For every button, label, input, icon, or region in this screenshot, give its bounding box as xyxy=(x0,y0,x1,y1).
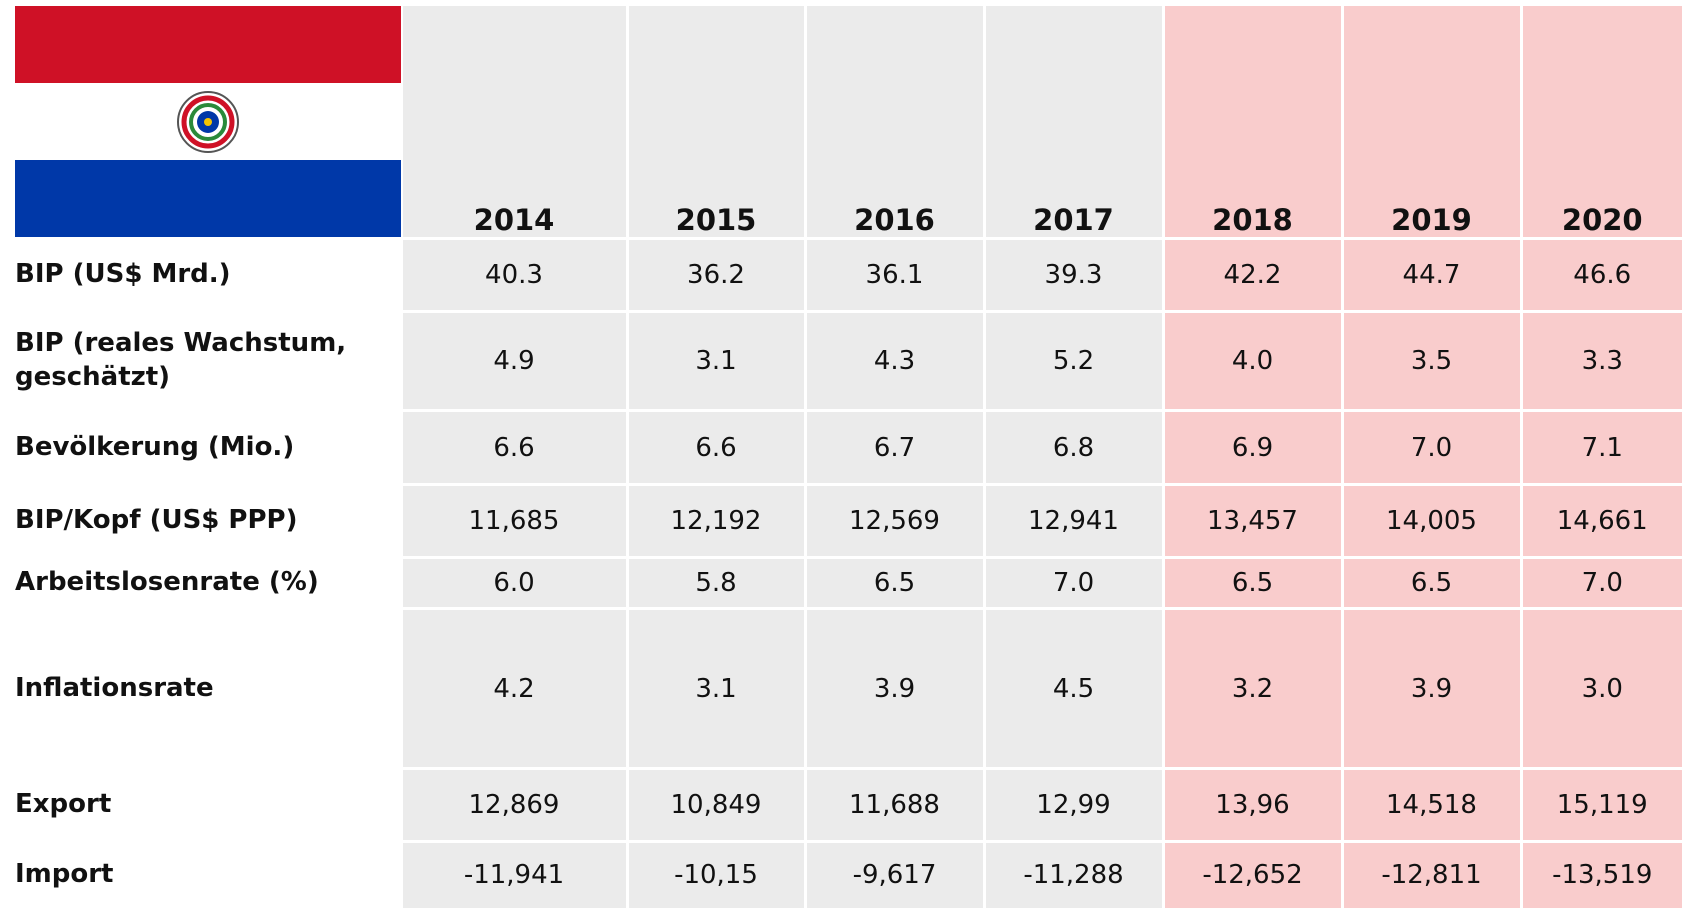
row-label: BIP/Kopf (US$ PPP) xyxy=(15,483,401,558)
cell-value: 3.1 xyxy=(625,607,805,769)
row-label: Inflationsrate xyxy=(15,607,401,769)
cell-value: 4.2 xyxy=(399,607,627,769)
table-row: Arbeitslosenrate (%) 6.0 5.8 6.5 7.0 6.5 6.5 7.… xyxy=(15,556,1682,609)
flag-blue xyxy=(15,160,401,237)
cell-value: -12,811 xyxy=(1340,840,1521,908)
cell-value: -10,15 xyxy=(625,840,805,908)
table-row: BIP/Kopf (US$ PPP) 11,685 12,192 12,569 12,9… xyxy=(15,483,1682,558)
cell-value: 13,96 xyxy=(1161,767,1342,842)
emblem-wreath xyxy=(189,103,227,141)
cell-value: 6.6 xyxy=(399,409,627,485)
cell-value: 39.3 xyxy=(982,237,1163,312)
table-row: Export 12,869 10,849 11,688 12,99 13,96 14,518… xyxy=(15,767,1682,842)
cell-value: 7.1 xyxy=(1519,409,1682,485)
emblem-ring xyxy=(181,95,235,149)
table-row: BIP (US$ Mrd.) 40.3 36.2 36.1 39.3 42.2 44.7 46… xyxy=(15,237,1682,312)
cell-value: 11,685 xyxy=(399,483,627,558)
cell-value: 12,941 xyxy=(982,483,1163,558)
cell-value: -9,617 xyxy=(803,840,984,908)
cell-value: 6.5 xyxy=(1161,556,1342,609)
cell-value: 7.0 xyxy=(1340,409,1521,485)
cell-value: 3.9 xyxy=(803,607,984,769)
emblem-star xyxy=(204,118,212,126)
table-row: Inflationsrate 4.2 3.1 3.9 4.5 3.2 3.9 3.0 xyxy=(15,607,1682,769)
cell-value: 12,192 xyxy=(625,483,805,558)
cell-value: 3.0 xyxy=(1519,607,1682,769)
flag xyxy=(15,6,401,237)
row-label: Arbeitslosenrate (%) xyxy=(15,556,401,609)
year-header: 2020 xyxy=(1519,6,1682,240)
cell-value: 3.9 xyxy=(1340,607,1521,769)
data-table: 2014 2015 2016 2017 2018 2019 2020 BIP (US$ Mr… xyxy=(15,6,1682,908)
cell-value: 15,119 xyxy=(1519,767,1682,842)
cell-value: 12,569 xyxy=(803,483,984,558)
cell-value: 36.1 xyxy=(803,237,984,312)
year-header: 2016 xyxy=(803,6,984,240)
cell-value: 5.2 xyxy=(982,310,1163,411)
row-label: Bevölkerung (Mio.) xyxy=(15,409,401,485)
table-body: BIP (US$ Mrd.) 40.3 36.2 36.1 39.3 42.2 44.7 46… xyxy=(15,237,1682,908)
cell-value: 4.5 xyxy=(982,607,1163,769)
cell-value: 44.7 xyxy=(1340,237,1521,312)
row-label: Import xyxy=(15,840,401,908)
cell-value: 13,457 xyxy=(1161,483,1342,558)
cell-value: 6.0 xyxy=(399,556,627,609)
table-wrap: 2014 2015 2016 2017 2018 2019 2020 BIP (US$ Mr… xyxy=(15,6,1682,908)
year-header: 2019 xyxy=(1340,6,1521,240)
cell-value: 42.2 xyxy=(1161,237,1342,312)
cell-value: 7.0 xyxy=(982,556,1163,609)
header-row: 2014 2015 2016 2017 2018 2019 2020 xyxy=(15,6,1682,240)
cell-value: 40.3 xyxy=(399,237,627,312)
year-header: 2014 xyxy=(399,6,627,240)
cell-value: 5.8 xyxy=(625,556,805,609)
year-header: 2017 xyxy=(982,6,1163,240)
cell-value: 14,518 xyxy=(1340,767,1521,842)
cell-value: 4.3 xyxy=(803,310,984,411)
year-header: 2018 xyxy=(1161,6,1342,240)
cell-value: -11,288 xyxy=(982,840,1163,908)
cell-value: 6.5 xyxy=(1340,556,1521,609)
table-row: Import -11,941 -10,15 -9,617 -11,288 -12,652-… xyxy=(15,840,1682,908)
table-row: Bevölkerung (Mio.) 6.6 6.6 6.7 6.8 6.9 7.0 7.1 xyxy=(15,409,1682,485)
cell-value: 6.7 xyxy=(803,409,984,485)
cell-value: 46.6 xyxy=(1519,237,1682,312)
cell-value: 6.5 xyxy=(803,556,984,609)
cell-value: 14,005 xyxy=(1340,483,1521,558)
cell-value: 3.5 xyxy=(1340,310,1521,411)
cell-value: 12,99 xyxy=(982,767,1163,842)
cell-value: -11,941 xyxy=(399,840,627,908)
cell-value: 36.2 xyxy=(625,237,805,312)
cell-value: 6.9 xyxy=(1161,409,1342,485)
flag-red xyxy=(15,6,401,83)
row-label: Export xyxy=(15,767,401,842)
cell-value: 11,688 xyxy=(803,767,984,842)
cell-value: 14,661 xyxy=(1519,483,1682,558)
cell-value: 4.0 xyxy=(1161,310,1342,411)
cell-value: 3.1 xyxy=(625,310,805,411)
cell-value: 7.0 xyxy=(1519,556,1682,609)
cell-value: 3.2 xyxy=(1161,607,1342,769)
cell-value: 4.9 xyxy=(399,310,627,411)
cell-value: 3.3 xyxy=(1519,310,1682,411)
cell-value: 12,869 xyxy=(399,767,627,842)
cell-value: 6.8 xyxy=(982,409,1163,485)
cell-value: 6.6 xyxy=(625,409,805,485)
row-label: BIP (US$ Mrd.) xyxy=(15,237,401,312)
flag-cell xyxy=(15,6,401,240)
row-label: BIP (reales Wachstum, geschätzt) xyxy=(15,310,401,411)
cell-value: -12,652 xyxy=(1161,840,1342,908)
cell-value: 10,849 xyxy=(625,767,805,842)
year-header: 2015 xyxy=(625,6,805,240)
cell-value: -13,519 xyxy=(1519,840,1682,908)
table-row: BIP (reales Wachstum, geschätzt) 4.9 3.1 4.… xyxy=(15,310,1682,411)
